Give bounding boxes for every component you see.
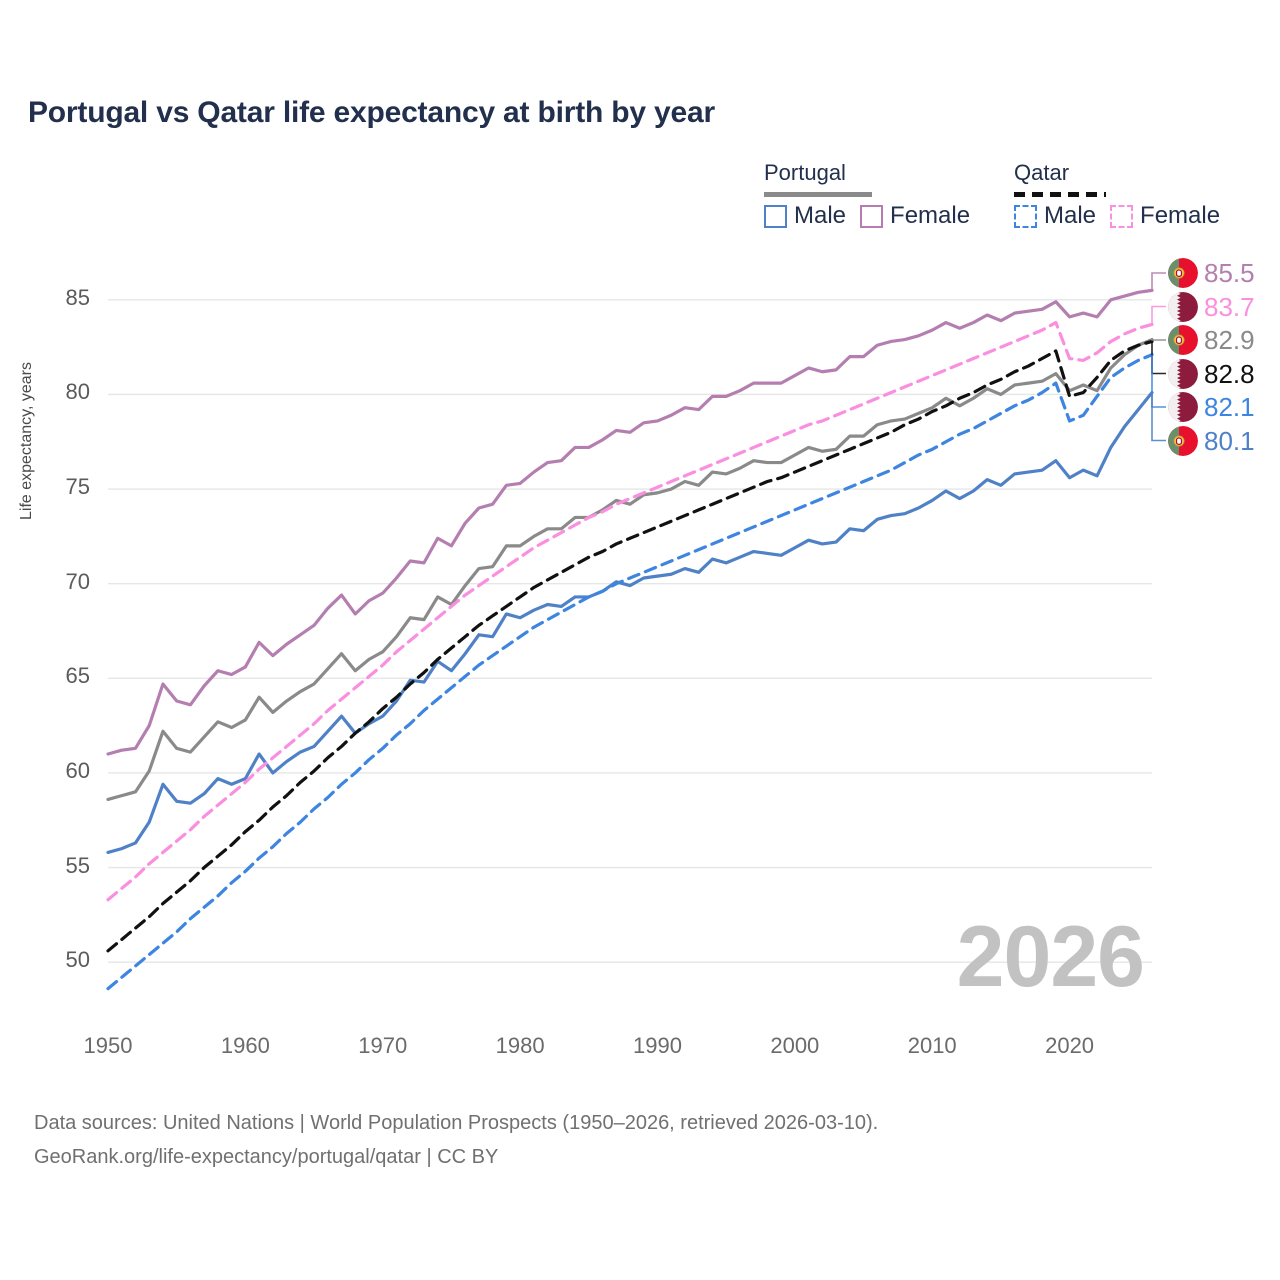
end-label-row: 82.9 (1168, 325, 1255, 355)
end-label-leader-line (1151, 305, 1166, 325)
y-tick-label: 55 (65, 852, 90, 878)
legend-swatch-icon (764, 204, 787, 228)
end-label-leader-line (1151, 272, 1166, 291)
legend-swatch-icon (1014, 204, 1037, 228)
x-tick-label: 1970 (358, 1033, 408, 1058)
legend-item-qatar-female[interactable]: Female (1110, 202, 1220, 230)
legend-item-label: Male (1044, 202, 1097, 229)
x-tick-label: 2000 (770, 1033, 820, 1058)
x-tick-label: 1960 (220, 1033, 270, 1058)
series-line-qatar-total (106, 339, 1154, 953)
legend-rule-solid-icon (764, 192, 872, 197)
x-tick-label: 1990 (632, 1033, 682, 1058)
series-line-qatar-female (106, 320, 1154, 902)
chart-footer: Data sources: United Nations | World Pop… (34, 1106, 878, 1174)
legend-item-label: Female (890, 202, 971, 229)
end-label-row: 82.1 (1168, 392, 1255, 422)
y-tick-label: 80 (65, 379, 90, 405)
y-tick-label: 65 (65, 663, 90, 689)
legend-item-portugal-male[interactable]: Male (764, 202, 846, 230)
flag-qatar-icon (1168, 392, 1198, 422)
legend-group-title-portugal: Portugal (764, 160, 846, 185)
legend-item-label: Male (794, 202, 847, 229)
chart-legend: Portugal Male Female Qatar Male (756, 160, 1256, 238)
y-tick-label: 60 (65, 757, 90, 783)
flag-portugal-icon (1168, 425, 1198, 456)
y-tick-label: 75 (65, 474, 90, 500)
end-label-row: 80.1 (1168, 425, 1255, 456)
series-line-portugal-female (106, 288, 1154, 756)
chart-title: Portugal vs Qatar life expectancy at bir… (28, 96, 715, 129)
legend-item-portugal-female[interactable]: Female (860, 202, 970, 230)
y-tick-label: 70 (65, 568, 90, 594)
end-label-value: 82.1 (1204, 392, 1255, 422)
flag-qatar-icon (1168, 291, 1198, 322)
legend-swatch-icon (860, 204, 884, 228)
legend-swatch-icon (1110, 204, 1134, 228)
x-tick-label: 1980 (495, 1033, 545, 1058)
flag-portugal-icon (1168, 325, 1198, 355)
footer-line-attribution: GeoRank.org/life-expectancy/portugal/qat… (34, 1146, 499, 1168)
end-label-row: 85.5 (1168, 258, 1255, 288)
series-line-portugal-male (106, 390, 1154, 855)
end-label-value: 82.9 (1204, 325, 1255, 355)
series-line-qatar-male (106, 353, 1154, 991)
legend-group-portugal: Portugal Male Female (764, 160, 970, 229)
legend-rule-dashed-icon (1014, 192, 1106, 197)
end-label-value: 82.8 (1204, 358, 1255, 389)
end-label-leader-line (1151, 392, 1166, 442)
flag-portugal-icon (1168, 258, 1198, 288)
end-label-row: 82.8 (1168, 358, 1255, 389)
legend-item-label: Female (1140, 202, 1221, 229)
x-tick-label: 2020 (1045, 1033, 1095, 1058)
x-tick-label: 2010 (907, 1033, 957, 1058)
legend-group-qatar: Qatar Male Female (1014, 160, 1220, 229)
end-label-value: 85.5 (1204, 258, 1255, 288)
flag-qatar-icon (1168, 358, 1198, 389)
footer-line-sources: Data sources: United Nations | World Pop… (34, 1112, 879, 1134)
end-label-leader-line (1151, 341, 1166, 375)
end-label-value: 83.7 (1204, 291, 1255, 322)
legend-group-title-qatar: Qatar (1014, 160, 1070, 185)
end-label-leader-line (1151, 354, 1166, 408)
legend-item-qatar-male[interactable]: Male (1014, 202, 1096, 230)
end-label-value: 80.1 (1204, 425, 1255, 456)
y-tick-label: 85 (65, 284, 90, 310)
end-label-row: 83.7 (1168, 291, 1255, 322)
series-line-portugal-total (106, 337, 1154, 802)
year-watermark: 2026 (956, 909, 1145, 1005)
x-tick-label: 1950 (83, 1033, 133, 1058)
y-tick-label: 50 (65, 947, 90, 973)
